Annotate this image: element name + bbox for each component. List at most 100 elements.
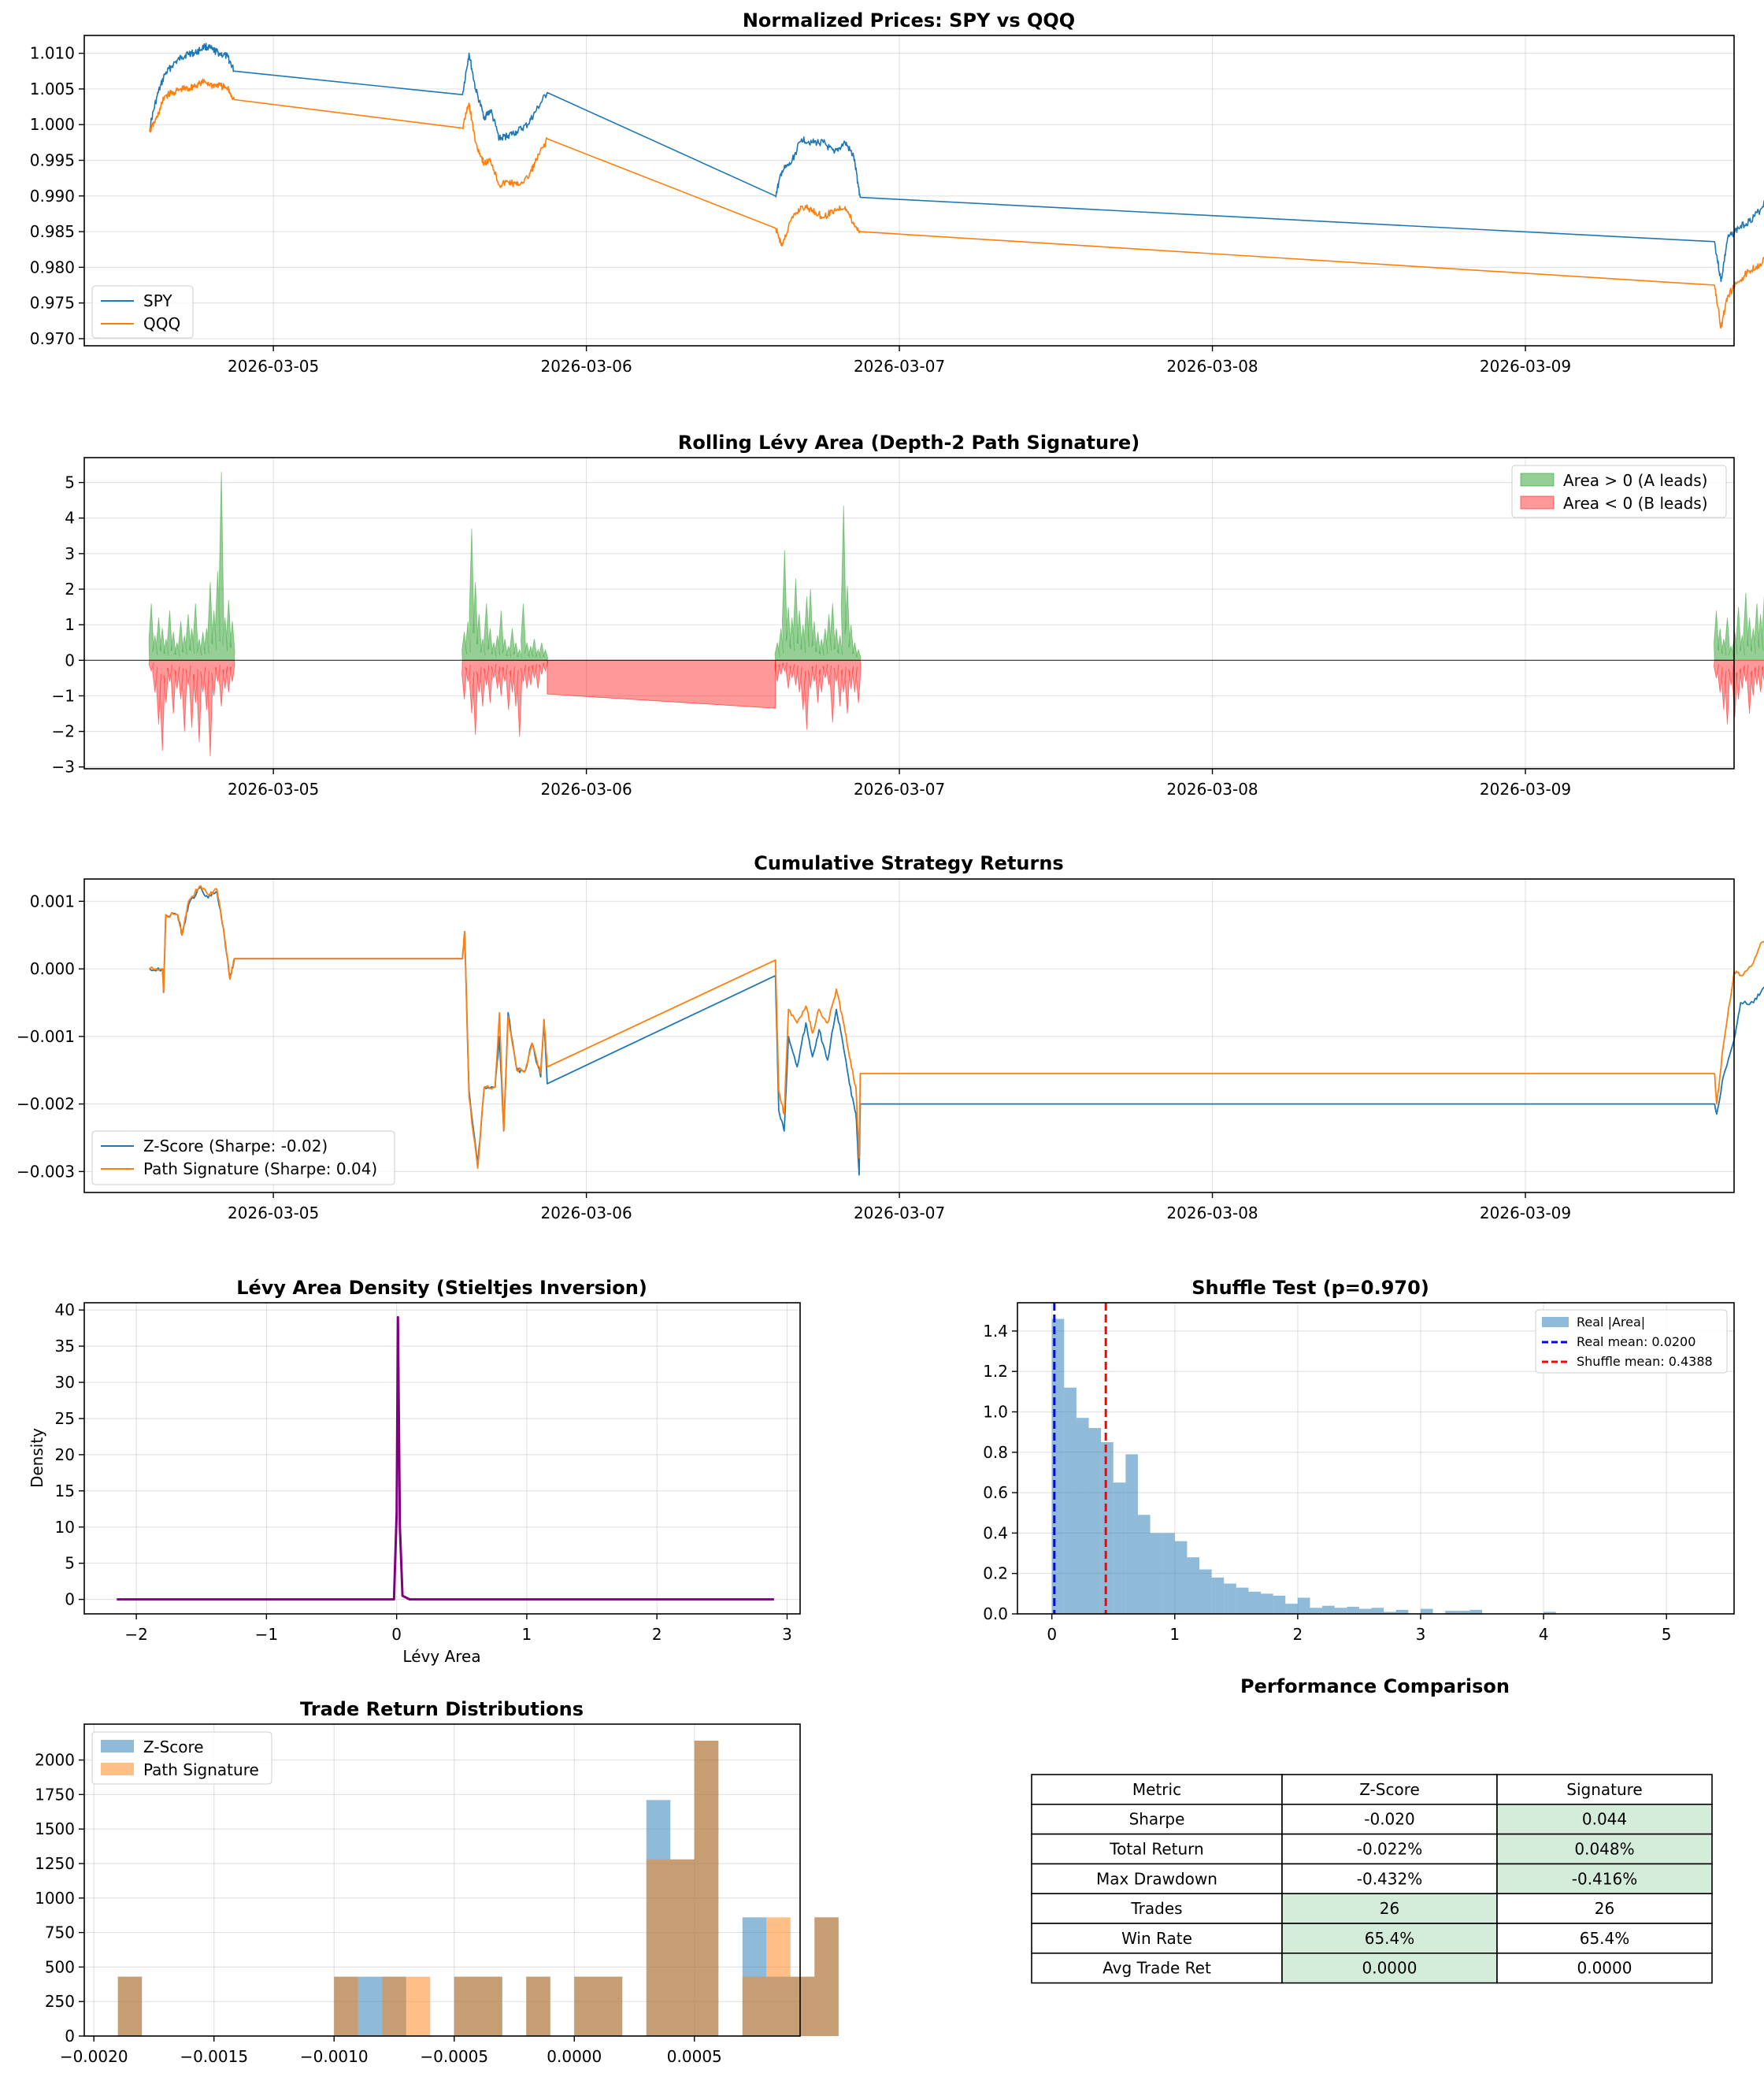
levy-legend: Area > 0 (A leads) Area < 0 (B leads) (1511, 465, 1727, 518)
density-xtick-label: 1 (522, 1625, 532, 1644)
prices-y-ticks: 0.970 0.975 0.980 0.985 0.990 0.995 1.000 1.005… (30, 44, 84, 348)
density-x-ticks: −2 −1 0 1 2 3 (124, 1614, 792, 1644)
density-ytick-label: 0 (65, 1590, 75, 1609)
density-grid (84, 1303, 800, 1614)
levy-plot (84, 472, 1764, 757)
cumret-ytick-label: 0.000 (30, 959, 75, 978)
table-cell-value: -0.022% (1357, 1840, 1422, 1859)
signature-trade-bar (334, 1976, 358, 2036)
cumret-axes-frame (83, 878, 1735, 1193)
prices-ytick-label: 0.995 (30, 151, 75, 170)
table-cell-value: -0.416% (1572, 1869, 1637, 1888)
zscore-trade-bar (358, 1976, 383, 2036)
shuffle-hist-bar (1162, 1533, 1175, 1614)
shuffle-plot (1051, 1303, 1556, 1614)
levy-ytick-label: 3 (65, 544, 75, 563)
levy-ytick-label: −2 (52, 722, 75, 741)
table-header-cell (1496, 1774, 1713, 1805)
cumret-legend: Z-Score (Sharpe: -0.02) Path Signature (… (91, 1130, 395, 1185)
trades-ytick-label: 0 (65, 2027, 75, 2045)
shuffle-xtick-label: 4 (1539, 1625, 1549, 1644)
shuffle-hist-bar (1273, 1595, 1286, 1614)
table-cell (1496, 1804, 1713, 1835)
prices-xtick-label: 2026-03-05 (228, 357, 319, 376)
levy-panel: Rolling Lévy Area (Depth-2 Path Signatur… (52, 432, 1764, 799)
table-cell (1031, 1893, 1283, 1924)
density-y-axis-label: Density (28, 1428, 46, 1488)
trades-ytick-label: 750 (45, 1923, 75, 1942)
shuffle-ytick-label: 0.6 (983, 1483, 1008, 1502)
levy-ytick-label: −1 (52, 686, 75, 705)
prices-ytick-label: 0.990 (30, 187, 75, 206)
table-cell (1031, 1863, 1283, 1894)
trades-ytick-label: 1750 (35, 1785, 75, 1804)
cumret-ytick-label: 0.001 (30, 892, 75, 911)
shuffle-hist-bar (1125, 1454, 1138, 1614)
trades-ytick-label: 500 (45, 1957, 75, 1976)
trades-title: Trade Return Distributions (300, 1698, 584, 1720)
table-cell (1281, 1893, 1498, 1924)
signature-trade-bar (646, 1859, 671, 2036)
shuffle-hist-bar (1101, 1441, 1114, 1614)
density-xtick-label: −2 (124, 1625, 147, 1644)
legend-swatch-real-area (1542, 1317, 1569, 1327)
shuffle-hist-bar (1064, 1387, 1077, 1614)
trades-y-ticks: 0 250 500 750 1000 1250 1500 1750 2000 (35, 1751, 84, 2045)
legend-label-qqq: QQQ (143, 314, 180, 333)
levy-area-pos-segment-3 (774, 505, 862, 661)
signature-trade-bar (670, 1859, 695, 2036)
prices-x-ticks: 2026-03-05 2026-03-06 2026-03-07 2026-03-08… (228, 346, 1571, 376)
trades-xtick-label: −0.0015 (180, 2047, 248, 2066)
table-cell-value: 26 (1595, 1899, 1614, 1918)
prices-axes-frame (83, 35, 1735, 347)
levy-x-ticks: 2026-03-05 2026-03-06 2026-03-07 2026-03-08… (228, 769, 1571, 799)
shuffle-xtick-label: 0 (1047, 1625, 1057, 1644)
density-panel: Lévy Area Density (Stieltjes Inversion) … (28, 1277, 801, 1666)
table-cell-value: 65.4% (1365, 1929, 1415, 1948)
density-plot (117, 1315, 774, 1601)
levy-legend-box (1511, 465, 1727, 518)
shuffle-legend: Real |Area| Real mean: 0.0200 Shuffle me… (1535, 1309, 1728, 1374)
signature-trade-bar (694, 1741, 719, 2036)
trades-ytick-label: 1250 (35, 1854, 75, 1873)
shuffle-hist-bar (1420, 1608, 1433, 1614)
cumret-x-ticks: 2026-03-05 2026-03-06 2026-03-07 2026-03-08… (228, 1192, 1571, 1222)
levy-area-neg-segment-4 (1713, 659, 1764, 725)
shuffle-hist-bar (1322, 1605, 1335, 1614)
cumret-panel: Cumulative Strategy Returns −0.003 −0.002… (17, 852, 1764, 1222)
legend-label-shuffle-mean: Shuffle mean: 0.4388 (1577, 1354, 1713, 1369)
trades-x-ticks: −0.0020 −0.0015 −0.0010 −0.0005 0.0000 0.0005 (60, 2036, 722, 2066)
table-cell-value: 0.0000 (1362, 1959, 1418, 1978)
shuffle-hist-bar (1457, 1611, 1470, 1614)
prices-panel: Normalized Prices: SPY vs QQQ 0.970 0.975… (30, 9, 1764, 376)
prices-xtick-label: 2026-03-06 (540, 357, 632, 376)
table-cell-value: Trades (1130, 1899, 1182, 1918)
trades-grid (84, 1724, 800, 2037)
shuffle-xtick-label: 3 (1416, 1625, 1426, 1644)
shuffle-xtick-label: 5 (1662, 1625, 1672, 1644)
shuffle-ytick-label: 1.4 (983, 1322, 1008, 1341)
trades-xtick-label: −0.0005 (420, 2047, 488, 2066)
prices-xtick-label: 2026-03-07 (854, 357, 945, 376)
prices-ytick-label: 0.975 (30, 294, 75, 313)
shuffle-hist-bar (1261, 1593, 1273, 1614)
shuffle-hist-bar (1211, 1577, 1225, 1614)
prices-xtick-label: 2026-03-09 (1480, 357, 1571, 376)
trades-legend: Z-Score Path Signature (91, 1731, 272, 1785)
prices-ytick-label: 1.000 (30, 115, 75, 134)
levy-area-neg-segment-3 (774, 659, 862, 730)
density-ytick-label: 10 (55, 1518, 75, 1537)
levy-ytick-label: 0 (65, 651, 75, 669)
density-title: Lévy Area Density (Stieltjes Inversion) (236, 1277, 647, 1299)
cumret-xtick-label: 2026-03-07 (854, 1204, 945, 1222)
shuffle-hist-bar (1137, 1515, 1151, 1614)
signature-cumret-line (149, 885, 1764, 1169)
trades-panel: Trade Return Distributions 0 250 500 750 100… (35, 1698, 839, 2066)
levy-xtick-label: 2026-03-07 (854, 780, 945, 799)
legend-label-area-positive: Area > 0 (A leads) (1563, 471, 1707, 490)
table-cell-value: 65.4% (1580, 1929, 1630, 1948)
table-title: Performance Comparison (1240, 1675, 1510, 1697)
prices-plot (149, 43, 1764, 329)
trades-plot (117, 1741, 839, 2036)
